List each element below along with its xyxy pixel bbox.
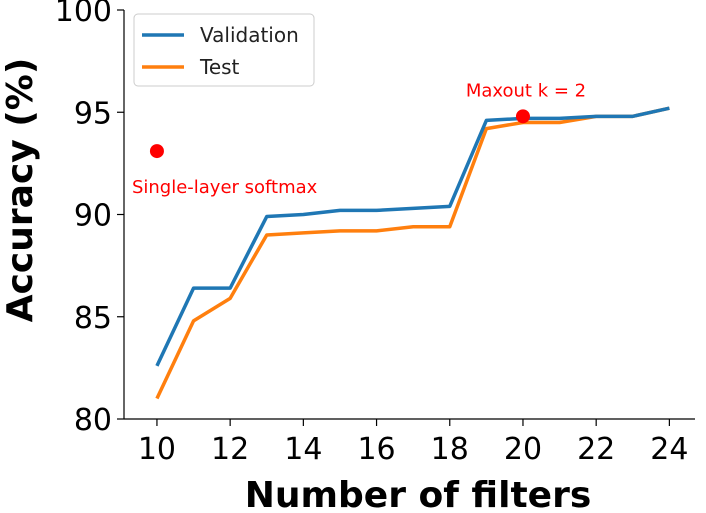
y-tick-label: 85 — [74, 301, 112, 336]
y-tick-label: 100 — [55, 0, 112, 29]
x-ticks: 10 12 14 16 18 20 22 24 — [138, 419, 688, 467]
y-axis-label: Accuracy (%) — [0, 58, 41, 323]
annotation-point — [149, 144, 164, 159]
x-tick-label: 14 — [284, 432, 322, 467]
annotation-label: Single-layer softmax — [132, 177, 318, 198]
x-tick-label: 18 — [431, 432, 469, 467]
x-tick-label: 22 — [577, 432, 615, 467]
legend: Validation Test — [133, 13, 315, 87]
x-axis-label: Number of filters — [245, 475, 592, 513]
y-ticks: 80 85 90 95 100 — [55, 0, 124, 438]
x-tick-label: 24 — [650, 432, 688, 467]
y-tick-label: 95 — [74, 96, 112, 131]
x-tick-label: 12 — [211, 432, 249, 467]
annotation-label: Maxout k = 2 — [466, 80, 586, 101]
x-tick-label: 16 — [357, 432, 395, 467]
y-tick-label: 90 — [74, 199, 112, 234]
series-lines — [155, 106, 670, 400]
x-tick-label: 20 — [504, 432, 542, 467]
legend-label: Test — [199, 55, 240, 79]
annotations: Single-layer softmax Maxout k = 2 — [132, 80, 586, 198]
series-line-validation — [155, 106, 670, 367]
y-tick-label: 80 — [74, 403, 112, 438]
annotation-point — [515, 109, 530, 124]
series-line-test — [155, 106, 670, 400]
legend-label: Validation — [200, 23, 299, 47]
x-tick-label: 10 — [138, 432, 176, 467]
